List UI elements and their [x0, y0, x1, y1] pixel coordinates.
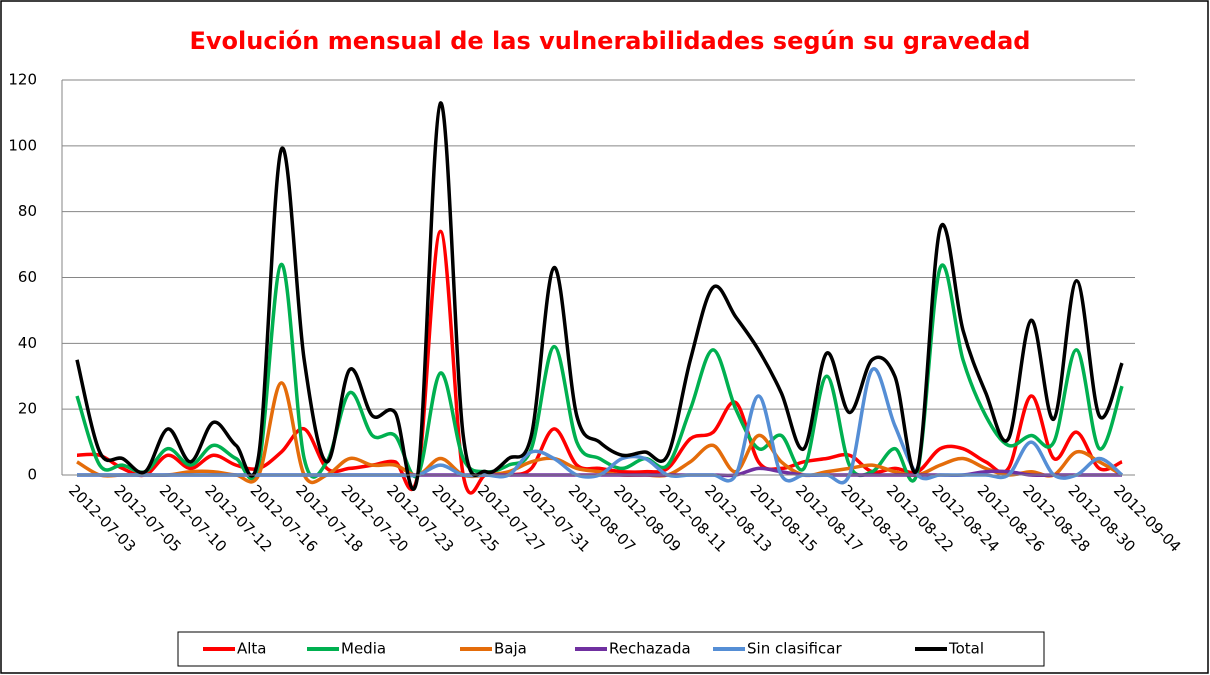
legend-label: Baja — [494, 640, 527, 658]
y-tick-label: 0 — [27, 466, 37, 484]
series-line — [75, 262, 1124, 483]
y-tick-label: 60 — [18, 268, 37, 286]
legend-label: Media — [341, 640, 386, 658]
series-line — [76, 381, 1123, 485]
y-tick-label: 80 — [18, 202, 37, 220]
y-tick-label: 20 — [18, 400, 37, 418]
series-line — [75, 101, 1124, 491]
legend-label: Rechazada — [609, 640, 691, 658]
chart-title: Evolución mensual de las vulnerabilidade… — [190, 27, 1031, 55]
y-tick-label: 40 — [18, 334, 37, 352]
legend-label: Total — [948, 640, 984, 658]
y-tick-label: 120 — [8, 71, 37, 89]
legend-label: Alta — [237, 640, 267, 658]
y-tick-label: 100 — [8, 136, 37, 154]
legend-label: Sin clasificar — [747, 640, 842, 658]
